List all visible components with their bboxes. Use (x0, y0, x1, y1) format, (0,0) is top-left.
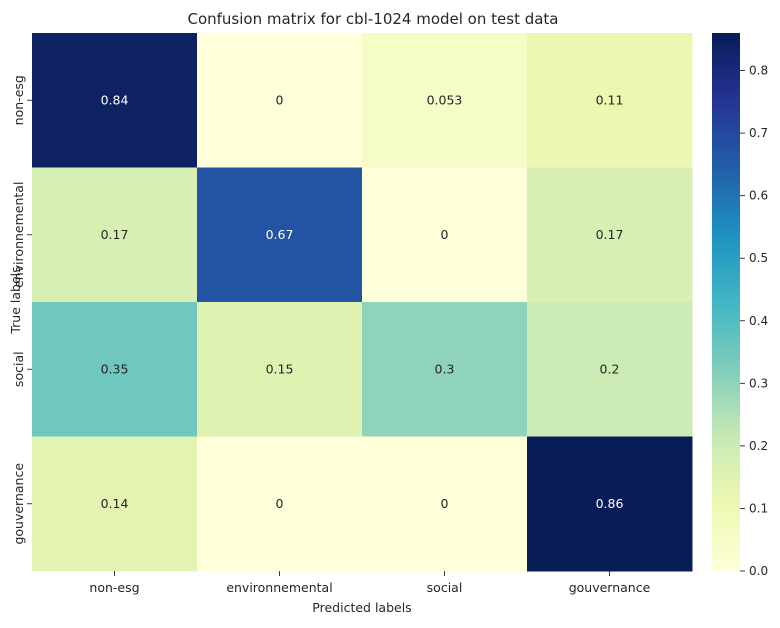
x-tick-label-2: social (427, 580, 463, 595)
heatmap-cell-r2-c0 (32, 302, 198, 437)
heatmap-cell-r2-c2 (362, 302, 528, 437)
cell-value-r3-c0: 0.14 (101, 496, 129, 511)
heatmap-cell-r1-c3 (527, 167, 693, 303)
y-tick-label-1: environnemental (11, 182, 26, 288)
heatmap-cell-r3-c3 (527, 436, 693, 572)
heatmap-cell-r3-c2 (362, 436, 528, 572)
chart-title: Confusion matrix for cbl-1024 model on t… (187, 10, 558, 28)
colorbar-tick-label-6: 0.6 (749, 189, 768, 203)
y-axis-ticks: non-esg environnemental social gouvernance (11, 75, 32, 545)
cell-value-r2-c3: 0.2 (600, 361, 620, 376)
heatmap-cell-r0-c3 (527, 33, 693, 168)
colorbar (712, 33, 740, 571)
heatmap-cell-r1-c1 (197, 167, 363, 303)
y-tick-label-0: non-esg (11, 75, 26, 125)
colorbar-tick-label-1: 0.1 (749, 501, 768, 515)
x-tick-label-3: gouvernance (569, 580, 651, 595)
colorbar-tick-label-3: 0.3 (749, 376, 768, 390)
cell-value-r1-c3: 0.17 (596, 227, 624, 242)
heatmap-cell-r2-c1 (197, 302, 363, 437)
cell-value-r2-c1: 0.15 (266, 361, 294, 376)
heatmap-cell-r0-c1 (197, 33, 363, 168)
colorbar-tick-label-2: 0.2 (749, 439, 768, 453)
heatmap-cell-r3-c0 (32, 436, 198, 572)
heatmap-cell-labels: 0.84 0 0.053 0.11 0.17 0.67 0 0.17 0.35 0.15 0.3 0.… (101, 92, 624, 511)
x-tick-label-0: non-esg (89, 580, 139, 595)
heatmap-cell-r0-c2 (362, 33, 528, 168)
cell-value-r0-c0: 0.84 (101, 92, 129, 107)
y-tick-label-2: social (11, 351, 26, 387)
cell-value-r0-c3: 0.11 (596, 92, 624, 107)
x-tick-label-1: environnemental (226, 580, 332, 595)
colorbar-ticks: 0.0 0.1 0.2 0.3 0.4 0.5 0.6 0.7 0.8 (740, 64, 768, 578)
cell-value-r1-c2: 0 (441, 227, 449, 242)
colorbar-tick-label-0: 0.0 (749, 564, 768, 578)
x-axis-ticks: non-esg environnemental social gouvernance (89, 571, 651, 595)
colorbar-tick-label-7: 0.7 (749, 126, 768, 140)
cell-value-r2-c2: 0.3 (435, 361, 455, 376)
heatmap-cell-r2-c3 (527, 302, 693, 437)
colorbar-tick-label-8: 0.8 (749, 64, 768, 78)
heatmap-cells (32, 33, 693, 572)
cell-value-r1-c1: 0.67 (266, 227, 294, 242)
cell-value-r3-c2: 0 (441, 496, 449, 511)
y-tick-label-3: gouvernance (11, 463, 26, 545)
cell-value-r0-c1: 0 (276, 92, 284, 107)
heatmap-cell-r1-c0 (32, 167, 198, 303)
y-axis-label: True labels (8, 266, 23, 334)
heatmap-cell-r3-c1 (197, 436, 363, 572)
cell-value-r2-c0: 0.35 (101, 361, 129, 376)
colorbar-tick-label-5: 0.5 (749, 251, 768, 265)
cell-value-r1-c0: 0.17 (101, 227, 129, 242)
cell-value-r0-c2: 0.053 (427, 92, 463, 107)
x-axis-label: Predicted labels (312, 600, 411, 615)
cell-value-r3-c3: 0.86 (596, 496, 624, 511)
heatmap-cell-r1-c2 (362, 167, 528, 303)
heatmap-cell-r0-c0 (32, 33, 198, 168)
colorbar-tick-label-4: 0.4 (749, 314, 768, 328)
cell-value-r3-c1: 0 (276, 496, 284, 511)
